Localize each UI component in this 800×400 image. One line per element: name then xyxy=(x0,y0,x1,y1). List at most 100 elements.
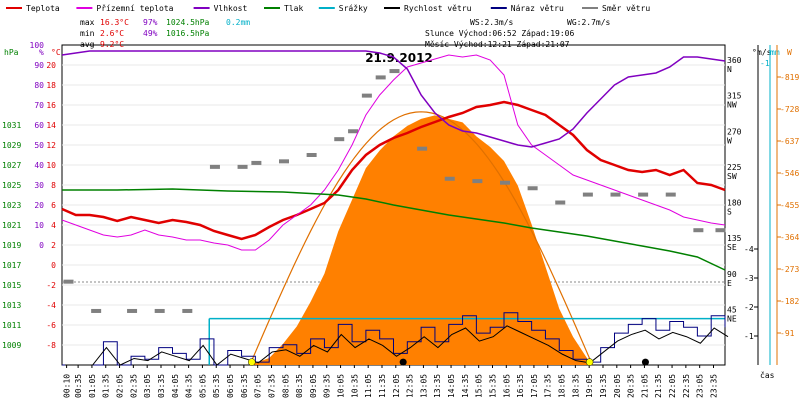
c-tick-label: 2 xyxy=(51,241,56,250)
stats-max-hum: 97% xyxy=(143,18,158,27)
c-tick-label: 8 xyxy=(51,181,56,190)
legend-label: Vlhkost xyxy=(214,4,248,13)
c-tick-label: -4 xyxy=(46,301,56,310)
hpa-tick-label: 1019 xyxy=(2,241,21,250)
stats-min-temp: 2.6°C xyxy=(100,29,124,38)
wind-direction-mark xyxy=(334,137,345,142)
x-tick-label: 01:05 xyxy=(88,374,97,398)
x-tick-label: 12:05 xyxy=(392,374,401,398)
c-tick-label: 14 xyxy=(46,121,56,130)
dir-tick-label: 360 xyxy=(727,56,742,65)
legend-label: Přízemní teplota xyxy=(96,4,173,13)
hpa-tick-label: 1023 xyxy=(2,201,21,210)
x-tick-label: 10:35 xyxy=(350,374,359,398)
stats-max-rain: 0.2mm xyxy=(226,18,250,27)
x-tick-label: 09:35 xyxy=(323,374,332,398)
c-tick-label: -8 xyxy=(46,341,56,350)
stats-min-press: 1016.5hPa xyxy=(166,29,210,38)
dir-tick-label: 135 xyxy=(727,234,742,243)
legend-label: Teplota xyxy=(26,4,60,13)
wind-direction-mark xyxy=(472,179,483,184)
moonrise-moonset-marker xyxy=(641,358,649,366)
wind-direction-mark xyxy=(500,180,510,185)
wind-direction-mark xyxy=(306,153,317,157)
series-layer xyxy=(61,50,729,366)
x-tick-label: 23:05 xyxy=(696,374,705,398)
dir-tick-label: 315 xyxy=(727,92,742,101)
x-tick-label: 22:05 xyxy=(668,374,677,398)
w-tick-label: -364 xyxy=(780,233,799,242)
c-tick-label: 0 xyxy=(51,261,56,270)
c-tick-label: 10 xyxy=(46,161,56,170)
x-tick-label: 12:35 xyxy=(406,374,415,398)
w-tick-label: -637 xyxy=(780,137,799,146)
x-tick-label: 10:05 xyxy=(337,374,346,398)
solar-radiation-area xyxy=(249,115,593,365)
pct-tick-label: 30 xyxy=(34,181,44,190)
sunrise-sunset-marker xyxy=(248,358,256,366)
wind-direction-mark xyxy=(154,308,165,313)
hpa-tick-label: 1017 xyxy=(2,261,21,270)
wind-direction-mark xyxy=(237,164,248,169)
x-tick-label: 20:35 xyxy=(627,374,636,398)
wind-direction-mark xyxy=(361,93,372,98)
x-tick-label: 01:35 xyxy=(102,374,111,398)
info-moon: Měsíc Východ:12:21 Západ:21:07 xyxy=(425,40,570,49)
hpa-tick-label: 1011 xyxy=(2,321,21,330)
info-sun: Slunce Východ:06:52 Západ:19:06 xyxy=(425,29,574,38)
x-tick-label: 09:05 xyxy=(309,374,318,398)
hpa-tick-label: 1009 xyxy=(2,341,21,350)
c-tick-label: 6 xyxy=(51,201,56,210)
c-tick-label: 12 xyxy=(46,141,56,150)
dir-compass-label: N xyxy=(727,65,732,74)
info-ws: WS:2.3m/s xyxy=(470,18,514,27)
info-block: WS:2.3m/s WG:2.7m/s Slunce Východ:06:52 … xyxy=(425,18,611,49)
hpa-tick-label: 1013 xyxy=(2,301,21,310)
w-tick-label: -182 xyxy=(780,297,799,306)
wind-direction-mark xyxy=(610,192,621,197)
hpa-tick-label: 1025 xyxy=(2,181,21,190)
dir-tick-label: 90 xyxy=(727,270,737,279)
x-tick-label: 08:35 xyxy=(295,374,304,398)
stats-min-label: min xyxy=(80,29,95,38)
c-tick-label: 20 xyxy=(46,61,56,70)
wind-direction-mark xyxy=(638,192,649,197)
stats-max-press: 1024.5hPa xyxy=(166,18,210,27)
wind-gust-line xyxy=(62,312,726,366)
wind-direction-mark xyxy=(63,279,74,284)
x-tick-label: 05:35 xyxy=(212,374,221,398)
ms-tick-label: -4 xyxy=(744,245,754,254)
solar-max-curve xyxy=(249,111,593,366)
chart-title: 21.9.2012 xyxy=(365,51,433,65)
wind-direction-mark xyxy=(279,159,289,164)
x-tick-label: 21:35 xyxy=(654,374,663,398)
c-tick-label: 16 xyxy=(46,101,56,110)
wind-direction-mark xyxy=(444,176,455,181)
series-line-vlhkost xyxy=(61,50,726,148)
wind-direction-mark xyxy=(417,146,428,151)
pct-tick-label: 0 xyxy=(39,241,44,250)
legend-label: Srážky xyxy=(339,4,368,13)
pct-tick-label: 80 xyxy=(34,81,44,90)
x-tick-label: 05:05 xyxy=(198,374,207,398)
x-tick-label: 00:35 xyxy=(74,374,83,398)
stats-max-label: max xyxy=(80,18,95,27)
w-tick-label: -546 xyxy=(780,169,799,178)
axis-ticks: 20181614121086420-2-4-6-8100908070605040… xyxy=(2,41,799,398)
moonrise-moonset-marker xyxy=(399,358,407,366)
legend-label: Směr větru xyxy=(602,4,650,13)
wind-direction-mark xyxy=(251,160,262,165)
dir-compass-label: S xyxy=(727,208,732,217)
c-tick-label: 18 xyxy=(46,81,56,90)
info-wg: WG:2.7m/s xyxy=(567,18,611,27)
x-tick-label: 04:35 xyxy=(185,374,194,398)
pct-tick-label: 10 xyxy=(34,221,44,230)
stats-avg-temp: 9.2°C xyxy=(100,40,124,49)
x-tick-label: 07:35 xyxy=(267,374,276,398)
x-tick-label: 22:35 xyxy=(682,374,691,398)
hpa-tick-label: 1027 xyxy=(2,161,21,170)
stats-max-temp: 16.3°C xyxy=(100,18,129,27)
wind-direction-mark xyxy=(582,192,593,197)
x-tick-label: 17:35 xyxy=(544,374,553,398)
series-line-tlak xyxy=(62,188,726,271)
